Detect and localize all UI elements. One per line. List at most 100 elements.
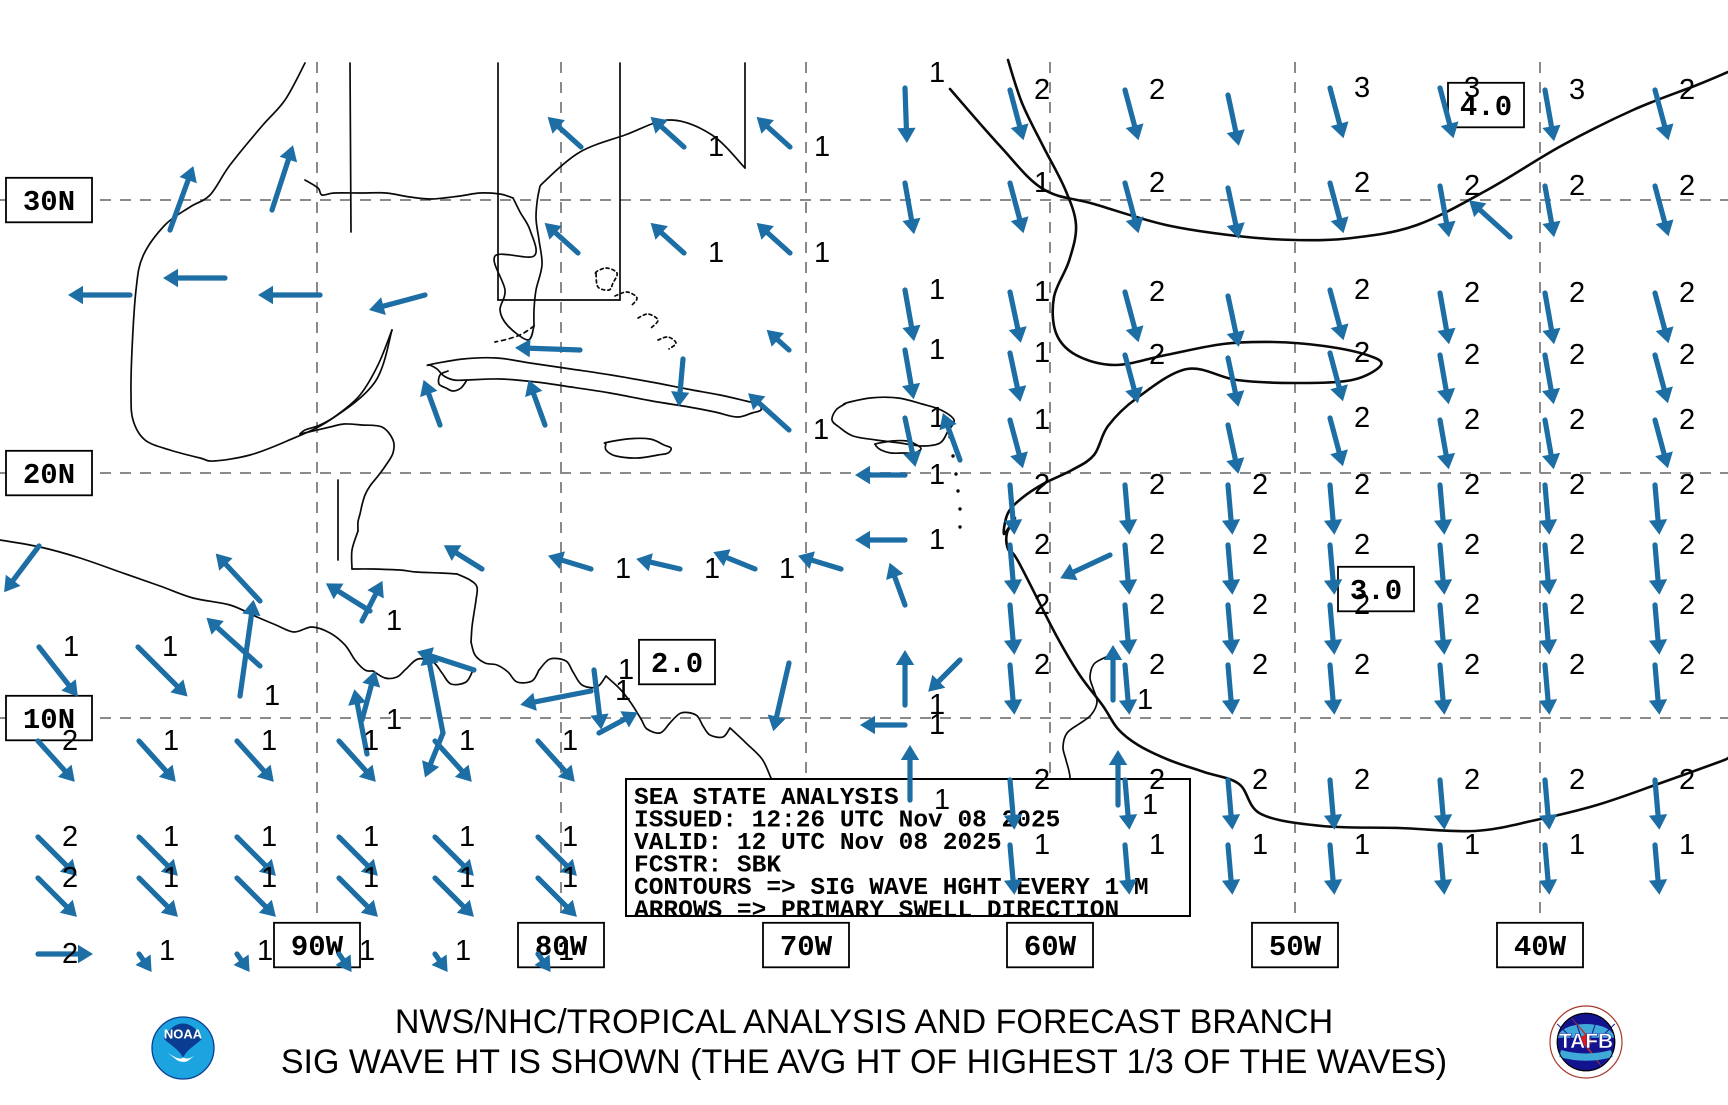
- svg-text:2: 2: [1034, 589, 1050, 621]
- svg-text:2: 2: [1354, 764, 1370, 796]
- svg-text:2: 2: [1679, 764, 1695, 796]
- svg-text:1: 1: [934, 784, 950, 816]
- svg-text:2: 2: [1034, 529, 1050, 561]
- svg-text:1: 1: [359, 935, 375, 967]
- svg-text:1: 1: [1464, 829, 1480, 861]
- svg-text:2.0: 2.0: [651, 648, 703, 681]
- svg-text:2: 2: [1569, 469, 1585, 501]
- svg-text:2: 2: [1354, 529, 1370, 561]
- svg-text:2: 2: [1252, 649, 1268, 681]
- svg-text:1: 1: [363, 862, 379, 894]
- svg-text:1: 1: [459, 821, 475, 853]
- svg-text:2: 2: [1252, 469, 1268, 501]
- svg-text:2: 2: [1034, 764, 1050, 796]
- svg-text:2: 2: [1354, 274, 1370, 306]
- svg-text:SIG WAVE HT IS SHOWN (THE AVG: SIG WAVE HT IS SHOWN (THE AVG HT OF HIGH…: [281, 1043, 1447, 1081]
- svg-text:2: 2: [1464, 170, 1480, 202]
- svg-text:NWS/NHC/TROPICAL ANALYSIS AND: NWS/NHC/TROPICAL ANALYSIS AND FORECAST B…: [395, 1003, 1333, 1041]
- svg-text:1: 1: [1354, 829, 1370, 861]
- svg-text:2: 2: [1464, 529, 1480, 561]
- svg-text:1: 1: [386, 704, 402, 736]
- svg-text:2: 2: [1679, 529, 1695, 561]
- svg-text:1: 1: [257, 935, 273, 967]
- svg-text:2: 2: [1569, 589, 1585, 621]
- svg-text:1: 1: [929, 334, 945, 366]
- svg-text:1: 1: [459, 725, 475, 757]
- svg-text:2: 2: [1464, 339, 1480, 371]
- svg-text:1: 1: [779, 553, 795, 585]
- svg-text:1: 1: [1034, 276, 1050, 308]
- svg-text:2: 2: [1149, 339, 1165, 371]
- svg-text:3: 3: [1464, 72, 1480, 104]
- svg-text:50W: 50W: [1269, 931, 1322, 964]
- svg-text:90W: 90W: [291, 931, 344, 964]
- svg-text:2: 2: [1354, 649, 1370, 681]
- svg-text:30N: 30N: [23, 186, 75, 219]
- svg-text:1: 1: [562, 821, 578, 853]
- svg-text:1: 1: [814, 131, 830, 163]
- svg-text:2: 2: [1149, 649, 1165, 681]
- svg-text:2: 2: [1569, 529, 1585, 561]
- svg-text:2: 2: [1034, 649, 1050, 681]
- svg-text:2: 2: [1252, 529, 1268, 561]
- svg-text:1: 1: [1569, 829, 1585, 861]
- svg-text:1: 1: [159, 935, 175, 967]
- svg-text:1: 1: [264, 680, 280, 712]
- svg-text:1: 1: [1034, 167, 1050, 199]
- svg-text:1: 1: [386, 605, 402, 637]
- svg-text:20N: 20N: [23, 459, 75, 492]
- svg-text:2: 2: [1569, 764, 1585, 796]
- svg-text:2: 2: [62, 821, 78, 853]
- svg-text:1: 1: [708, 237, 724, 269]
- svg-text:1: 1: [1149, 829, 1165, 861]
- svg-text:2: 2: [1569, 649, 1585, 681]
- svg-text:2: 2: [1569, 170, 1585, 202]
- svg-text:2: 2: [62, 938, 78, 970]
- svg-text:1: 1: [261, 821, 277, 853]
- svg-text:2: 2: [1149, 74, 1165, 106]
- svg-text:2: 2: [1252, 589, 1268, 621]
- svg-text:2: 2: [62, 725, 78, 757]
- svg-text:2: 2: [1569, 339, 1585, 371]
- svg-text:2: 2: [1464, 469, 1480, 501]
- svg-text:2: 2: [1354, 337, 1370, 369]
- svg-text:1: 1: [363, 821, 379, 853]
- svg-text:2: 2: [1252, 764, 1268, 796]
- svg-text:2: 2: [1149, 589, 1165, 621]
- svg-text:2: 2: [1354, 469, 1370, 501]
- svg-text:2: 2: [1679, 339, 1695, 371]
- svg-text:2: 2: [1679, 469, 1695, 501]
- svg-text:1: 1: [163, 821, 179, 853]
- svg-text:1: 1: [1142, 789, 1158, 821]
- svg-text:2: 2: [1354, 402, 1370, 434]
- svg-text:40W: 40W: [1514, 931, 1567, 964]
- svg-text:2: 2: [1464, 589, 1480, 621]
- svg-text:2: 2: [1354, 589, 1370, 621]
- svg-text:TAFB: TAFB: [1559, 1030, 1613, 1053]
- svg-text:1: 1: [261, 725, 277, 757]
- svg-text:2: 2: [1149, 276, 1165, 308]
- svg-text:1: 1: [63, 631, 79, 663]
- svg-text:1: 1: [929, 524, 945, 556]
- svg-text:70W: 70W: [780, 931, 833, 964]
- svg-text:1: 1: [929, 57, 945, 89]
- svg-text:2: 2: [1569, 277, 1585, 309]
- svg-text:1: 1: [459, 862, 475, 894]
- svg-text:1: 1: [562, 862, 578, 894]
- svg-text:1: 1: [163, 725, 179, 757]
- svg-text:1: 1: [1679, 829, 1695, 861]
- svg-text:1: 1: [618, 654, 634, 686]
- svg-text:60W: 60W: [1024, 931, 1077, 964]
- svg-text:2: 2: [1149, 469, 1165, 501]
- svg-text:1: 1: [1034, 404, 1050, 436]
- svg-text:1: 1: [562, 725, 578, 757]
- svg-text:2: 2: [1464, 404, 1480, 436]
- svg-text:1: 1: [929, 274, 945, 306]
- svg-text:1: 1: [1252, 829, 1268, 861]
- svg-text:3: 3: [1569, 74, 1585, 106]
- svg-text:1: 1: [615, 553, 631, 585]
- svg-text:1: 1: [814, 237, 830, 269]
- svg-text:2: 2: [1149, 529, 1165, 561]
- svg-text:2: 2: [1679, 170, 1695, 202]
- svg-text:2: 2: [1464, 277, 1480, 309]
